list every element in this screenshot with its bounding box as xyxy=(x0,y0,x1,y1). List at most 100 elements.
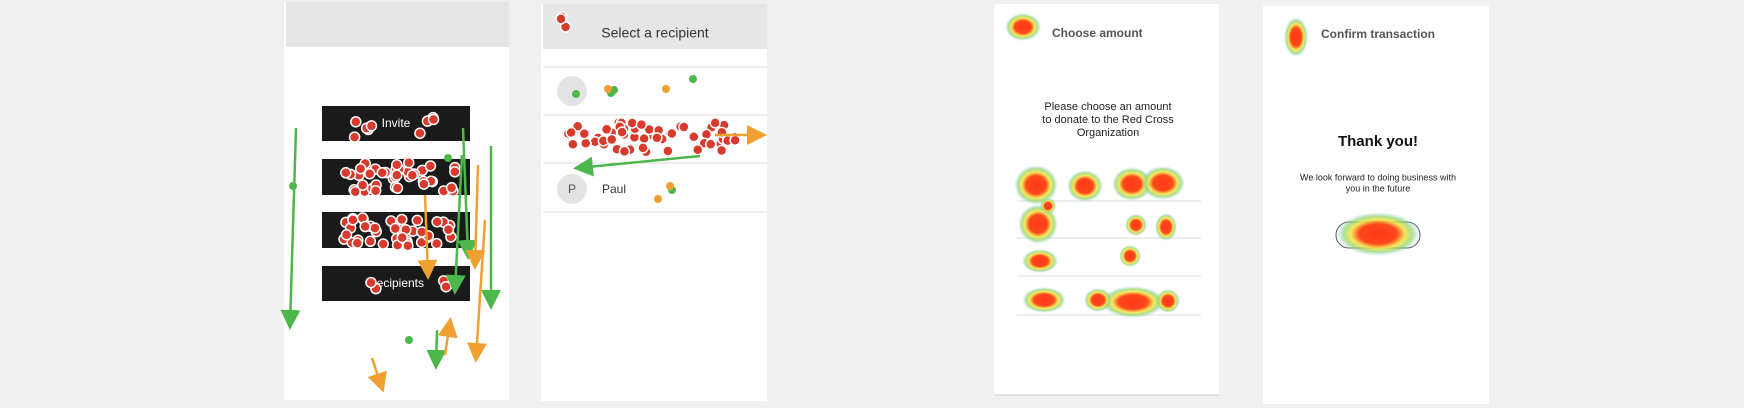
click-dot xyxy=(688,131,700,143)
click-dot xyxy=(391,158,403,171)
click-dot xyxy=(578,127,591,140)
heat-blob xyxy=(1040,198,1056,214)
click-dot xyxy=(406,169,419,181)
header xyxy=(286,2,509,47)
click-dot xyxy=(349,185,362,198)
click-dot xyxy=(340,229,353,241)
message: you in the future xyxy=(1346,183,1411,193)
click-dot xyxy=(704,138,717,151)
heat-blob xyxy=(1141,166,1185,200)
heat-blob xyxy=(1101,286,1165,318)
click-dot xyxy=(354,162,367,175)
click-dot xyxy=(678,121,690,133)
header-title: Choose amount xyxy=(1052,26,1143,40)
click-dot xyxy=(359,220,371,233)
header-title: Confirm transaction xyxy=(1321,27,1435,41)
click-dot xyxy=(662,85,670,93)
click-dot xyxy=(715,144,728,157)
click-dot xyxy=(635,118,648,131)
click-dot xyxy=(347,214,359,226)
click-dot xyxy=(364,235,377,248)
click-dot xyxy=(418,178,430,190)
click-dot xyxy=(729,134,741,147)
swipe-arrow xyxy=(465,164,486,270)
click-dot xyxy=(430,237,443,250)
heat-blob xyxy=(1155,213,1177,241)
click-dot xyxy=(424,160,437,172)
button[interactable] xyxy=(322,106,470,141)
click-dot xyxy=(604,85,612,93)
heat-blob xyxy=(1084,288,1112,312)
click-dot xyxy=(369,222,381,234)
click-dot xyxy=(666,182,674,190)
swipe-arrow xyxy=(457,127,478,260)
recipient-name[interactable]: Paul xyxy=(602,182,626,196)
button-label: Recipients xyxy=(368,276,424,290)
avatar xyxy=(557,76,587,106)
avatar-letter: P xyxy=(568,182,576,196)
click-dot xyxy=(431,216,443,228)
click-dot xyxy=(567,138,579,150)
avatar xyxy=(557,174,587,204)
prompt: to donate to the Red Cross xyxy=(1042,114,1174,126)
swipe-arrow xyxy=(573,154,701,177)
click-dot xyxy=(340,167,352,179)
overlay xyxy=(280,11,1420,393)
click-dot xyxy=(610,86,618,94)
click-dot xyxy=(600,123,613,136)
swipe-arrow xyxy=(417,194,438,280)
click-dot xyxy=(444,154,452,162)
swipe-arrow xyxy=(280,127,301,330)
click-dot xyxy=(391,169,403,181)
swipe-arrow xyxy=(367,357,387,393)
header-title: Select a recipient xyxy=(601,25,709,41)
click-dot xyxy=(363,168,376,180)
screen-4: Confirm transaction Thank you! We look f… xyxy=(1263,6,1489,404)
heat-blob xyxy=(1014,165,1058,205)
click-dot xyxy=(666,127,678,140)
heat-blob xyxy=(1067,170,1103,202)
click-dot xyxy=(565,126,577,139)
button-label: Invite xyxy=(382,116,411,130)
screen-2: Select a recipient P Paul xyxy=(541,4,767,401)
click-dot xyxy=(350,116,362,128)
swipe-arrow xyxy=(426,329,447,370)
click-dot xyxy=(654,195,662,203)
heading: Thank you! xyxy=(1338,133,1418,150)
screen xyxy=(284,2,509,400)
click-dot xyxy=(389,222,402,235)
click-dot xyxy=(365,276,377,289)
click-dot xyxy=(402,239,414,252)
click-dot xyxy=(411,214,424,227)
message: We look forward to doing business with xyxy=(1300,172,1456,182)
click-dot xyxy=(605,133,618,146)
screen xyxy=(1263,6,1489,404)
screen xyxy=(541,4,767,401)
click-dot xyxy=(351,237,364,249)
heat-blob xyxy=(1125,214,1147,236)
click-dot xyxy=(449,165,461,178)
swipe-arrow xyxy=(437,317,458,356)
click-dot xyxy=(445,182,458,194)
prompt: Please choose an amount xyxy=(1044,101,1171,113)
click-dot xyxy=(638,132,650,145)
click-dot xyxy=(403,156,415,169)
heat-blob xyxy=(1119,245,1141,267)
click-dot xyxy=(572,90,580,98)
click-dot xyxy=(651,132,663,144)
click-dot xyxy=(555,13,567,25)
click-dot xyxy=(369,184,382,197)
click-dot xyxy=(709,117,721,129)
click-dot xyxy=(414,127,426,139)
click-dot xyxy=(637,142,649,154)
click-dot xyxy=(356,179,369,191)
click-dot xyxy=(365,120,378,132)
heat-blob xyxy=(1156,289,1180,313)
click-dot xyxy=(348,131,361,143)
swipe-arrow xyxy=(466,219,487,363)
click-dot xyxy=(691,143,704,156)
click-dot xyxy=(396,213,408,226)
click-dot xyxy=(405,336,413,344)
click-dot xyxy=(391,182,404,194)
